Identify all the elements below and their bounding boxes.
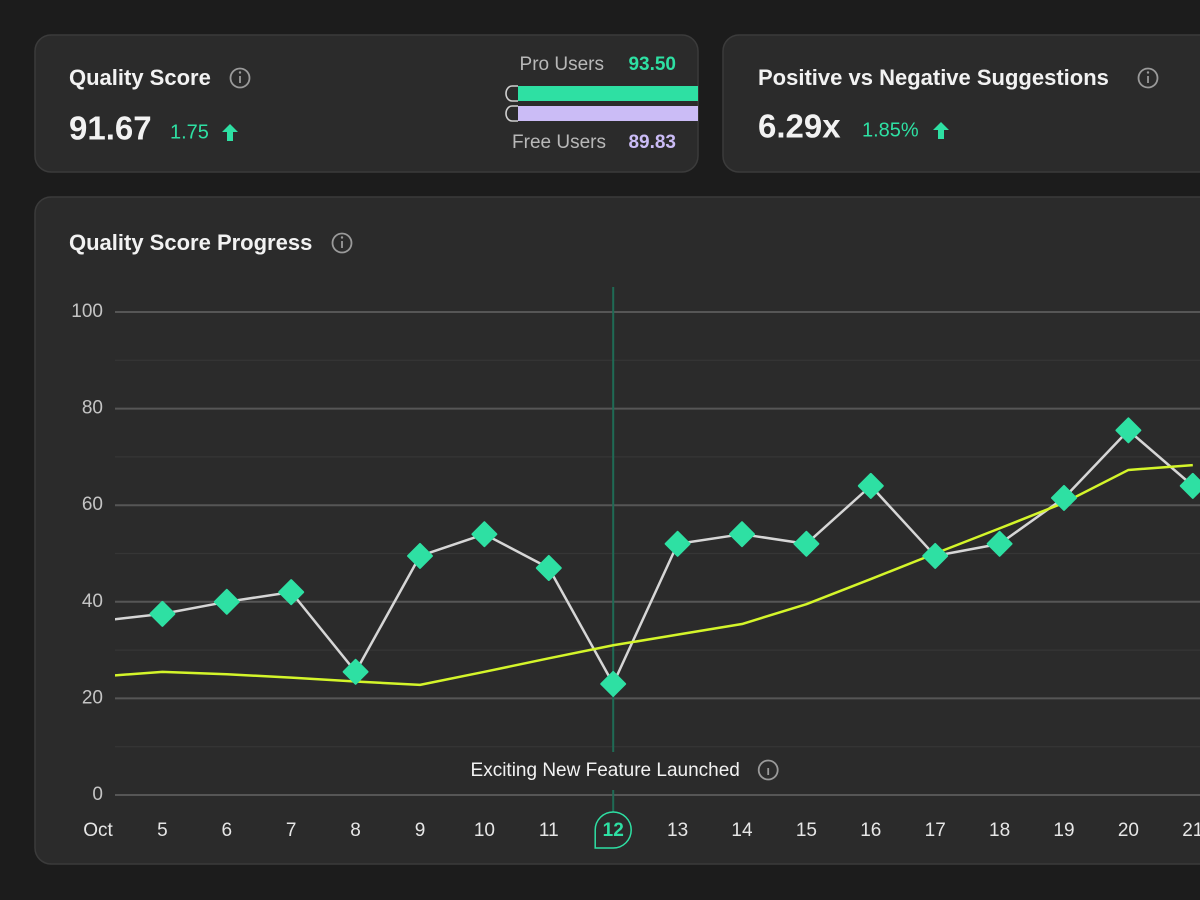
y-tick-label: 20 xyxy=(82,687,103,708)
card-title: Positive vs Negative Suggestions xyxy=(758,65,1109,90)
x-tick-label: 14 xyxy=(731,820,753,841)
x-tick-label: Oct xyxy=(83,820,113,841)
bar-cap xyxy=(505,105,518,122)
chart: 0 20 40 60 80 100 Exciting New Feature Launche… xyxy=(71,287,1200,849)
info-icon xyxy=(331,232,353,254)
x-tick-label: 5 xyxy=(157,820,168,841)
data-point xyxy=(535,554,562,581)
y-tick-label: 0 xyxy=(92,784,103,805)
data-point xyxy=(1115,417,1142,444)
x-tick-label: 18 xyxy=(989,820,1010,841)
x-tick-label: 6 xyxy=(222,820,233,841)
card-change: 1.85% xyxy=(862,119,919,141)
data-point xyxy=(342,658,369,685)
data-point xyxy=(664,530,691,557)
data-point xyxy=(729,521,755,548)
data-point xyxy=(922,542,949,569)
x-tick-label: 19 xyxy=(1053,820,1074,841)
card xyxy=(722,34,1200,173)
x-tick-label: 16 xyxy=(860,820,881,841)
info-icon xyxy=(757,759,779,781)
chart-title: Quality Score Progress xyxy=(69,230,312,255)
x-tick-label: 7 xyxy=(286,820,297,841)
y-tick-label: 60 xyxy=(82,494,103,515)
card-value: 91.67 xyxy=(69,110,152,147)
data-point xyxy=(1179,472,1200,499)
breakdown-bars xyxy=(505,85,698,122)
x-tick-label: 12 xyxy=(603,820,624,841)
x-tick-label: 10 xyxy=(474,820,495,841)
card xyxy=(34,34,699,173)
data-point xyxy=(986,530,1013,557)
y-tick-label: 80 xyxy=(82,398,103,419)
data-point xyxy=(213,588,240,615)
card-change: 1.75 xyxy=(170,121,209,143)
x-tick-label: 17 xyxy=(925,820,946,841)
card-title: Quality Score xyxy=(69,65,211,90)
breakdown-bar xyxy=(518,106,698,121)
data-point xyxy=(793,530,820,557)
data-point xyxy=(471,521,498,548)
highlight-pin xyxy=(594,811,632,849)
chart-card xyxy=(34,196,1200,865)
bar-cap xyxy=(505,85,518,102)
x-tick-label: 11 xyxy=(539,820,559,841)
y-tick-label: 40 xyxy=(82,591,103,612)
data-point xyxy=(149,600,176,627)
up-arrow xyxy=(222,124,238,141)
annotation-text: Exciting New Feature Launched xyxy=(471,760,740,781)
data-point xyxy=(857,472,884,499)
breakdown-bar xyxy=(518,86,698,101)
x-tick-label: 21 xyxy=(1182,820,1200,841)
card-value: 6.29x xyxy=(758,108,841,145)
info-icon xyxy=(1137,67,1159,89)
plot-area xyxy=(115,417,1200,697)
data-point xyxy=(407,542,433,569)
breakdown-label: Free Users xyxy=(512,132,606,153)
x-tick-label: 13 xyxy=(667,820,688,841)
breakdown-label: Pro Users xyxy=(520,54,604,75)
breakdown-value: 89.83 xyxy=(628,132,676,153)
x-tick-label: 20 xyxy=(1118,820,1139,841)
data-point xyxy=(1051,484,1077,511)
series-line xyxy=(115,463,1193,687)
x-tick-label: 15 xyxy=(796,820,817,841)
data-point xyxy=(278,579,305,606)
x-tick-label: 8 xyxy=(350,820,361,841)
data-point xyxy=(600,670,627,697)
info-icon xyxy=(229,67,251,89)
x-tick-label: 9 xyxy=(415,820,426,841)
breakdown-value: 93.50 xyxy=(628,54,676,75)
up-arrow xyxy=(933,122,949,139)
y-tick-label: 100 xyxy=(71,301,103,322)
